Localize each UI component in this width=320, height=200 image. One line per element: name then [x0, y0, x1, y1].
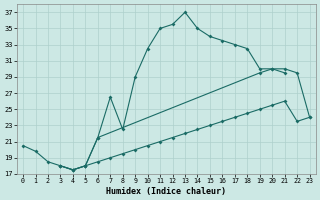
X-axis label: Humidex (Indice chaleur): Humidex (Indice chaleur) [106, 187, 226, 196]
